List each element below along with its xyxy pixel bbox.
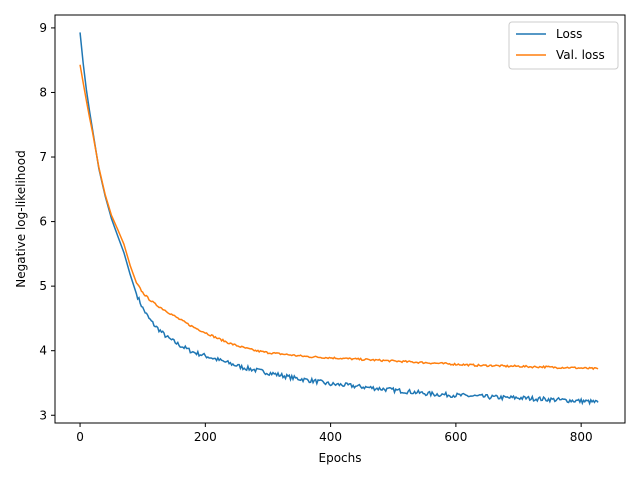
- legend-label-val-loss: Val. loss: [556, 48, 605, 62]
- x-axis-ticks: 0 200 400 600 800: [76, 423, 593, 444]
- y-axis-ticks: 3 4 5 6 7 8 9: [39, 21, 55, 422]
- series-line-loss: [79, 32, 599, 406]
- x-tick-label: 200: [194, 430, 217, 444]
- x-axis-label: Epochs: [319, 451, 362, 465]
- x-tick-label: 800: [570, 430, 593, 444]
- legend-label-loss: Loss: [556, 27, 582, 41]
- y-tick-label: 8: [39, 85, 47, 99]
- plot-frame: [54, 14, 626, 424]
- y-tick-label: 4: [39, 344, 47, 358]
- series-line-val-loss: [79, 64, 599, 371]
- x-tick-label: 600: [444, 430, 467, 444]
- y-tick-label: 3: [39, 408, 47, 422]
- y-tick-label: 5: [39, 279, 47, 293]
- y-tick-label: 9: [39, 21, 47, 35]
- y-tick-label: 7: [39, 150, 47, 164]
- legend: Loss Val. loss: [508, 21, 619, 70]
- y-axis-label: Negative log-likelihood: [14, 150, 28, 287]
- x-tick-label: 400: [319, 430, 342, 444]
- plot-lines: [79, 32, 599, 406]
- x-tick-label: 0: [76, 430, 84, 444]
- y-tick-label: 6: [39, 215, 47, 229]
